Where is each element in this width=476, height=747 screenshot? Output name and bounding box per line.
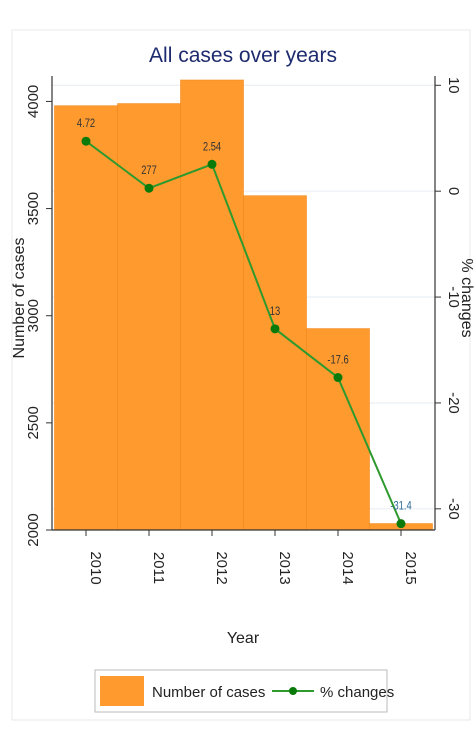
changes-point-2013 bbox=[270, 324, 280, 334]
y-tick-label: 3500 bbox=[25, 192, 42, 225]
bar-2012 bbox=[180, 79, 244, 531]
x-tick-label-2011: 2011 bbox=[150, 552, 167, 584]
x-tick-label-2012: 2012 bbox=[213, 551, 230, 584]
legend-marker-changes bbox=[289, 687, 297, 695]
y-axis-title: Number of cases bbox=[11, 238, 28, 359]
chart-title: All cases over years bbox=[149, 44, 337, 67]
y2-tick-label: -20 bbox=[445, 392, 462, 414]
legend-label-changes: % changes bbox=[320, 684, 394, 701]
bar-2013 bbox=[243, 195, 307, 531]
x-tick-label-2015: 2015 bbox=[402, 551, 419, 584]
y2-tick-label: -10 bbox=[445, 286, 462, 308]
data-label-2011: 277 bbox=[141, 164, 157, 177]
data-label-2010: 4.72 bbox=[77, 117, 95, 130]
y-tick-label: 4000 bbox=[25, 85, 42, 118]
data-label-2015: -31.4 bbox=[390, 500, 411, 513]
bar-layer bbox=[54, 79, 433, 531]
changes-point-2015 bbox=[396, 519, 406, 529]
y2-axis-title: % changes bbox=[458, 258, 475, 337]
changes-line bbox=[85, 140, 402, 525]
x-axis-title: Year bbox=[227, 630, 260, 647]
legend-swatch-cases bbox=[100, 676, 144, 706]
data-label-2012: 2.54 bbox=[203, 140, 221, 153]
axes-layer: 2000 2500 3000 3500 4000 -30 -20 -10 0 10 2010 2011… bbox=[25, 76, 462, 585]
y2-tick-label: 0 bbox=[445, 187, 462, 195]
changes-point-2011 bbox=[144, 183, 154, 193]
x-tick-label-2010: 2010 bbox=[87, 551, 104, 584]
x-tick-label-2014: 2014 bbox=[339, 551, 356, 584]
y2-tick-label: -30 bbox=[445, 498, 462, 520]
y-tick-label: 2000 bbox=[25, 513, 42, 546]
label-layer: 4.72 277 2.54 13 -17.6 -31.4 bbox=[77, 117, 412, 513]
changes-point-2010 bbox=[81, 136, 91, 146]
data-label-2013: 13 bbox=[270, 305, 280, 318]
y-tick-label: 2500 bbox=[25, 406, 42, 439]
changes-point-2014 bbox=[333, 373, 343, 383]
data-label-2014: -17.6 bbox=[327, 353, 348, 366]
changes-point-2012 bbox=[207, 159, 217, 169]
line-layer bbox=[81, 136, 406, 529]
bar-2010 bbox=[54, 105, 118, 531]
legend-label-cases: Number of cases bbox=[152, 684, 265, 701]
bar-2011 bbox=[117, 103, 181, 531]
legend: Number of cases % changes bbox=[94, 669, 394, 713]
x-tick-label-2013: 2013 bbox=[276, 551, 293, 584]
y-tick-label: 3000 bbox=[25, 299, 42, 332]
y2-tick-label: 10 bbox=[445, 77, 462, 94]
